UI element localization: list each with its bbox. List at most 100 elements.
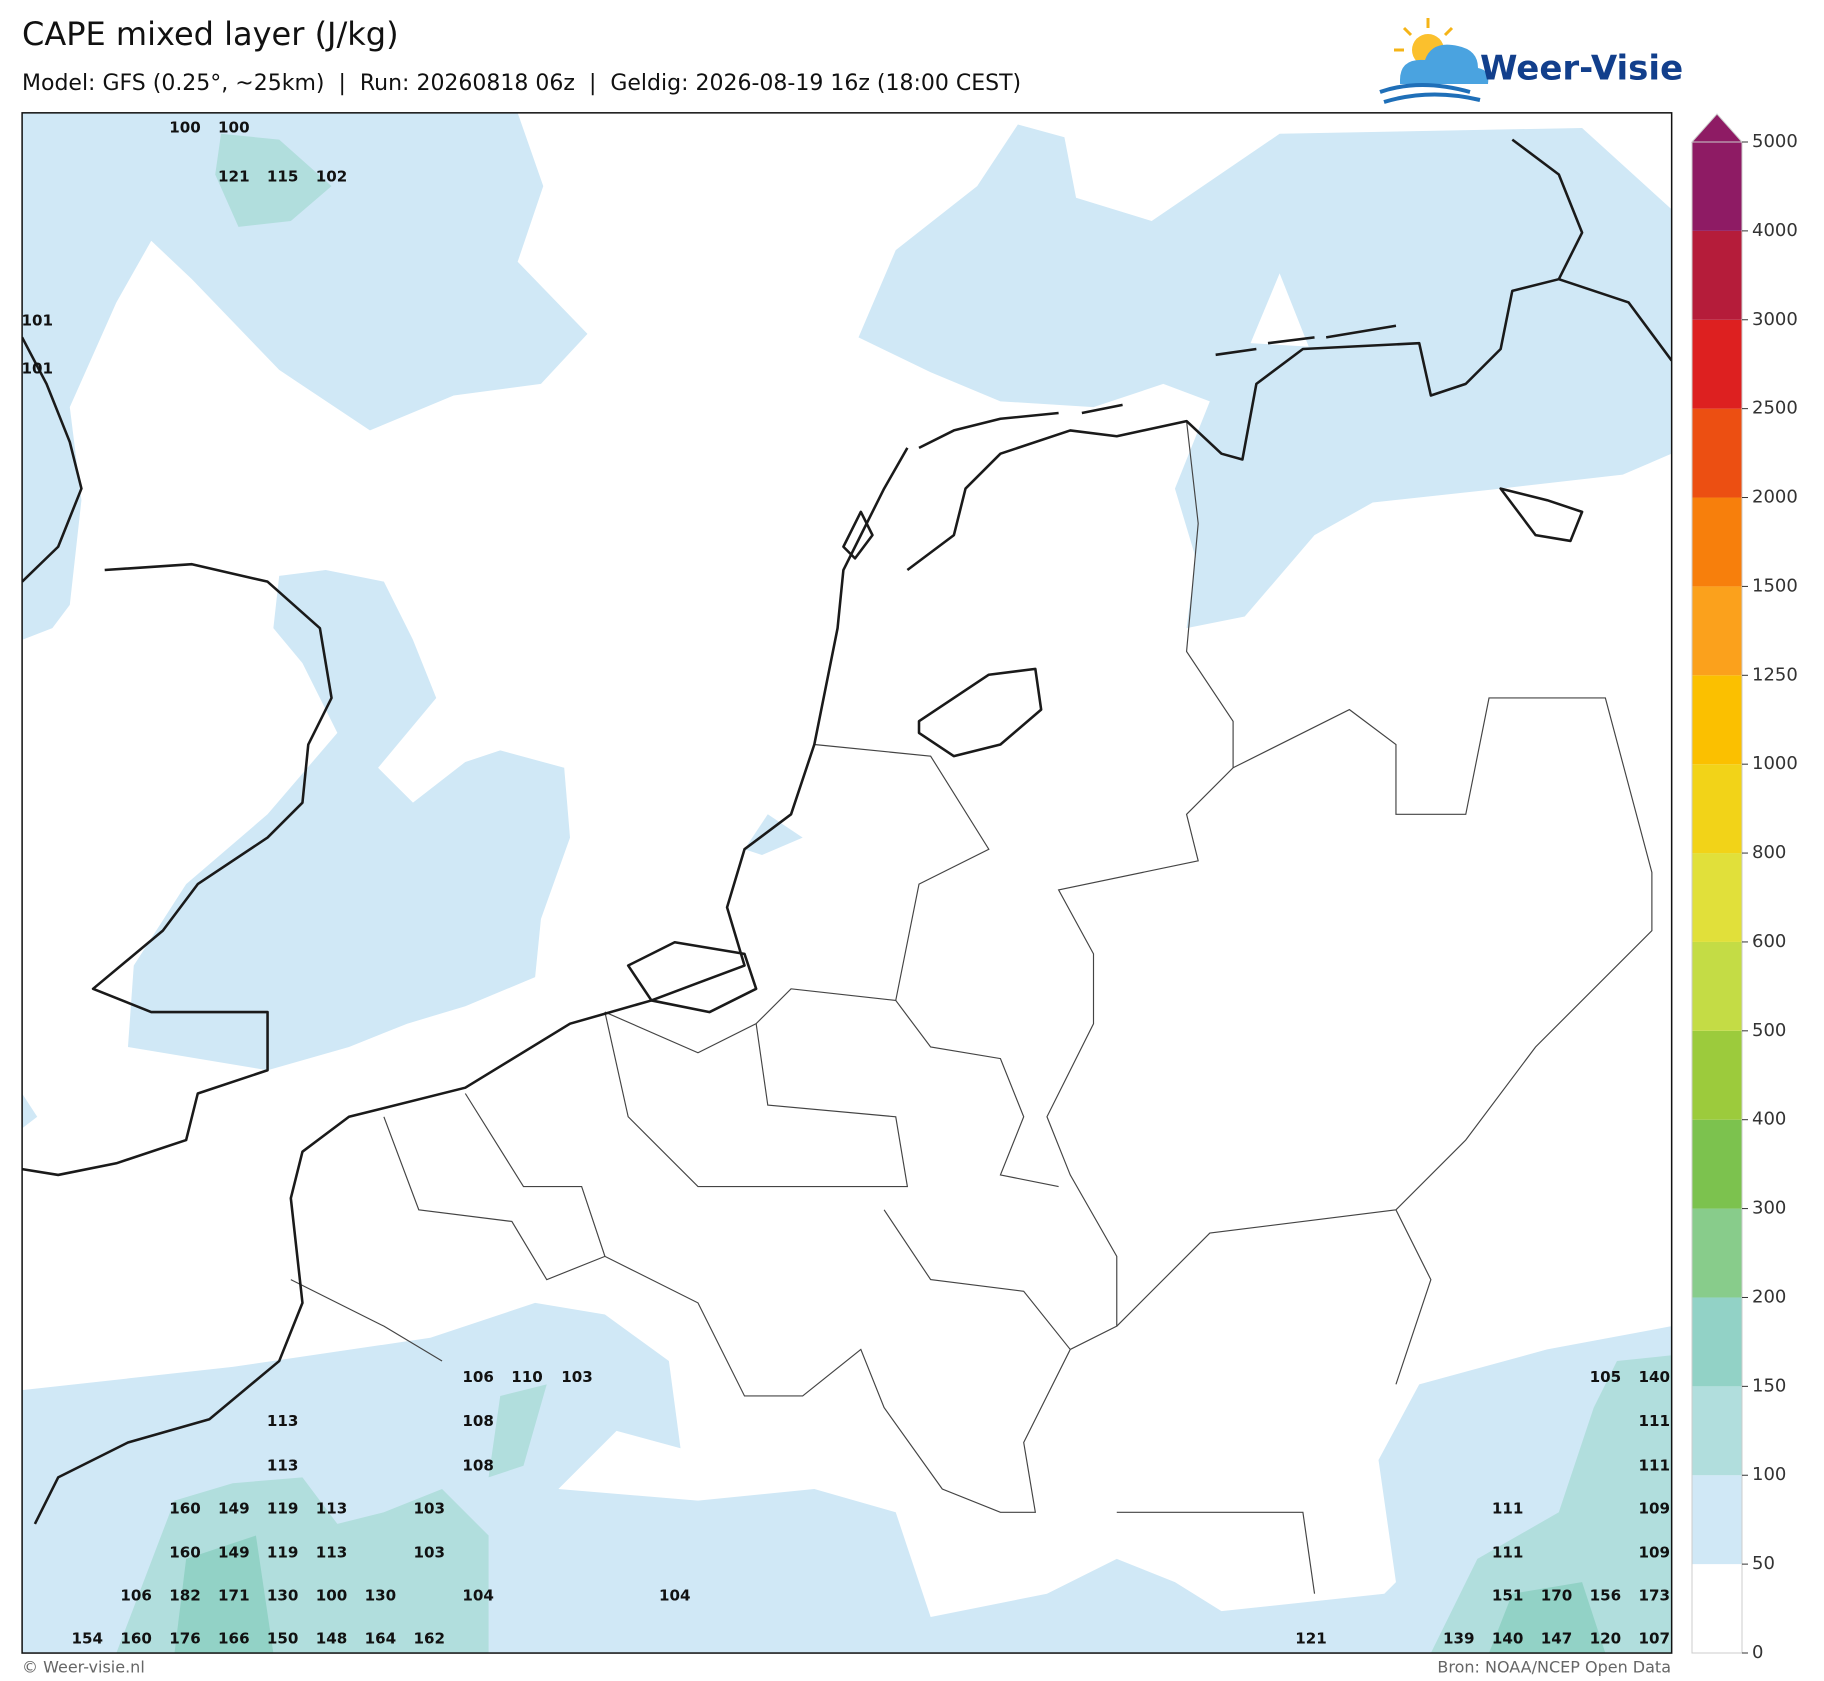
colorbar-label: 100: [1752, 1464, 1786, 1485]
cape-label: 106: [462, 1368, 494, 1386]
cape-label: 140: [1638, 1368, 1670, 1386]
colorbar-segment: [1692, 1297, 1742, 1387]
cape-label: 151: [1492, 1587, 1524, 1605]
cape-label: 173: [1638, 1587, 1670, 1605]
cape-label: 140: [1492, 1630, 1524, 1648]
colorbar-label: 150: [1752, 1375, 1786, 1396]
cape-label: 176: [169, 1630, 201, 1648]
cape-label: 113: [267, 1456, 299, 1474]
colorbar-label: 600: [1752, 931, 1786, 952]
colorbar-segment: [1692, 1475, 1742, 1565]
cape-label: 104: [462, 1587, 494, 1605]
cape-label: 119: [267, 1499, 299, 1517]
cape-label: 171: [218, 1587, 250, 1605]
colorbar-label: 2500: [1752, 398, 1798, 419]
colorbar-segment: [1692, 941, 1742, 1031]
cape-label: 111: [1492, 1544, 1524, 1562]
cape-label: 170: [1541, 1587, 1573, 1605]
colorbar-label: 2000: [1752, 487, 1798, 508]
colorbar-label: 400: [1752, 1109, 1786, 1130]
cape-label: 113: [316, 1499, 348, 1517]
colorbar-segment: [1692, 764, 1742, 854]
cape-label: 110: [511, 1368, 543, 1386]
colorbar-segment: [1692, 497, 1742, 587]
cape-label: 164: [365, 1630, 397, 1648]
cape-label: 148: [316, 1630, 348, 1648]
cape-label: 119: [267, 1544, 299, 1562]
cape-label: 115: [267, 167, 299, 185]
colorbar-segment: [1692, 1030, 1742, 1120]
subtitle: Model: GFS (0.25°, ~25km) | Run: 2026081…: [22, 71, 1021, 96]
colorbar-label: 1000: [1752, 753, 1798, 774]
colorbar-segment: [1692, 853, 1742, 942]
cape-label: 120: [1590, 1630, 1622, 1648]
cape-label: 182: [169, 1587, 201, 1605]
cape-label: 113: [316, 1544, 348, 1562]
colorbar-segment: [1692, 675, 1742, 765]
colorbar-segment: [1692, 586, 1742, 676]
colorbar-segment: [1692, 408, 1742, 498]
colorbar-label: 800: [1752, 842, 1786, 863]
cape-label: 121: [218, 167, 250, 185]
logo: Weer-Visie: [1379, 18, 1683, 104]
cape-label: 166: [218, 1630, 250, 1648]
cape-label: 108: [462, 1456, 494, 1474]
cape-label: 121: [1295, 1630, 1327, 1648]
cape-label: 149: [218, 1544, 250, 1562]
colorbar-segment: [1692, 1119, 1742, 1209]
cape-label: 109: [1638, 1499, 1670, 1517]
cape-label: 102: [316, 167, 348, 185]
colorbar-label: 5000: [1752, 131, 1798, 152]
colorbar-label: 0: [1752, 1642, 1763, 1663]
cape-label: 106: [120, 1587, 152, 1605]
cape-label: 160: [169, 1544, 201, 1562]
cape-label: 156: [1590, 1587, 1622, 1605]
cape-label: 160: [169, 1499, 201, 1517]
cape-label: 160: [120, 1630, 152, 1648]
cape-label: 107: [1638, 1630, 1670, 1648]
cape-label: 154: [71, 1630, 103, 1648]
colorbar-segment: [1692, 1208, 1742, 1298]
colorbar-segment: [1692, 230, 1742, 320]
cape-label: 100: [218, 118, 250, 136]
cape-label: 162: [413, 1630, 445, 1648]
cape-label: 101: [21, 359, 53, 377]
colorbar-segment: [1692, 319, 1742, 409]
colorbar-segment: [1692, 1386, 1742, 1476]
cape-label: 109: [1638, 1544, 1670, 1562]
cape-label: 149: [218, 1499, 250, 1517]
colorbar-label: 200: [1752, 1286, 1786, 1307]
cape-label: 130: [365, 1587, 397, 1605]
cape-label: 100: [316, 1587, 348, 1605]
title: CAPE mixed layer (J/kg): [22, 15, 399, 53]
cape-label: 150: [267, 1630, 299, 1648]
cape-label: 103: [561, 1368, 593, 1386]
cape-label: 101: [21, 312, 53, 330]
cape-label: 111: [1492, 1499, 1524, 1517]
credit: © Weer-visie.nl: [22, 1658, 145, 1677]
cape-label: 100: [169, 118, 201, 136]
colorbar-frame: [1691, 142, 1743, 1654]
colorbar-label: 1250: [1752, 664, 1798, 685]
logo-text: Weer-Visie: [1480, 49, 1683, 89]
cape-label: 108: [462, 1412, 494, 1430]
colorbar-label: 4000: [1752, 220, 1798, 241]
map: 100 100 121 115 102 101 101 106 110 103 105 140 113 1…: [21, 112, 1673, 1654]
cape-label: 147: [1541, 1630, 1573, 1648]
source: Bron: NOAA/NCEP Open Data: [1437, 1658, 1671, 1677]
colorbar-segment: [1692, 142, 1742, 231]
colorbar-label: 1500: [1752, 575, 1798, 596]
colorbar-label: 50: [1752, 1553, 1775, 1574]
cape-label: 113: [267, 1412, 299, 1430]
cape-label: 111: [1638, 1412, 1670, 1430]
cape-label: 103: [413, 1544, 445, 1562]
cape-label: 139: [1443, 1630, 1475, 1648]
colorbar: 0 50 100 150 200 300 400 500 600 800 1000 1250 1500 2…: [1690, 113, 1798, 1663]
colorbar-extend: [1690, 113, 1744, 143]
colorbar-label: 300: [1752, 1198, 1786, 1219]
cape-label: 111: [1638, 1456, 1670, 1474]
cape-label: 104: [659, 1587, 691, 1605]
cape-label: 103: [413, 1499, 445, 1517]
cape-label: 130: [267, 1587, 299, 1605]
